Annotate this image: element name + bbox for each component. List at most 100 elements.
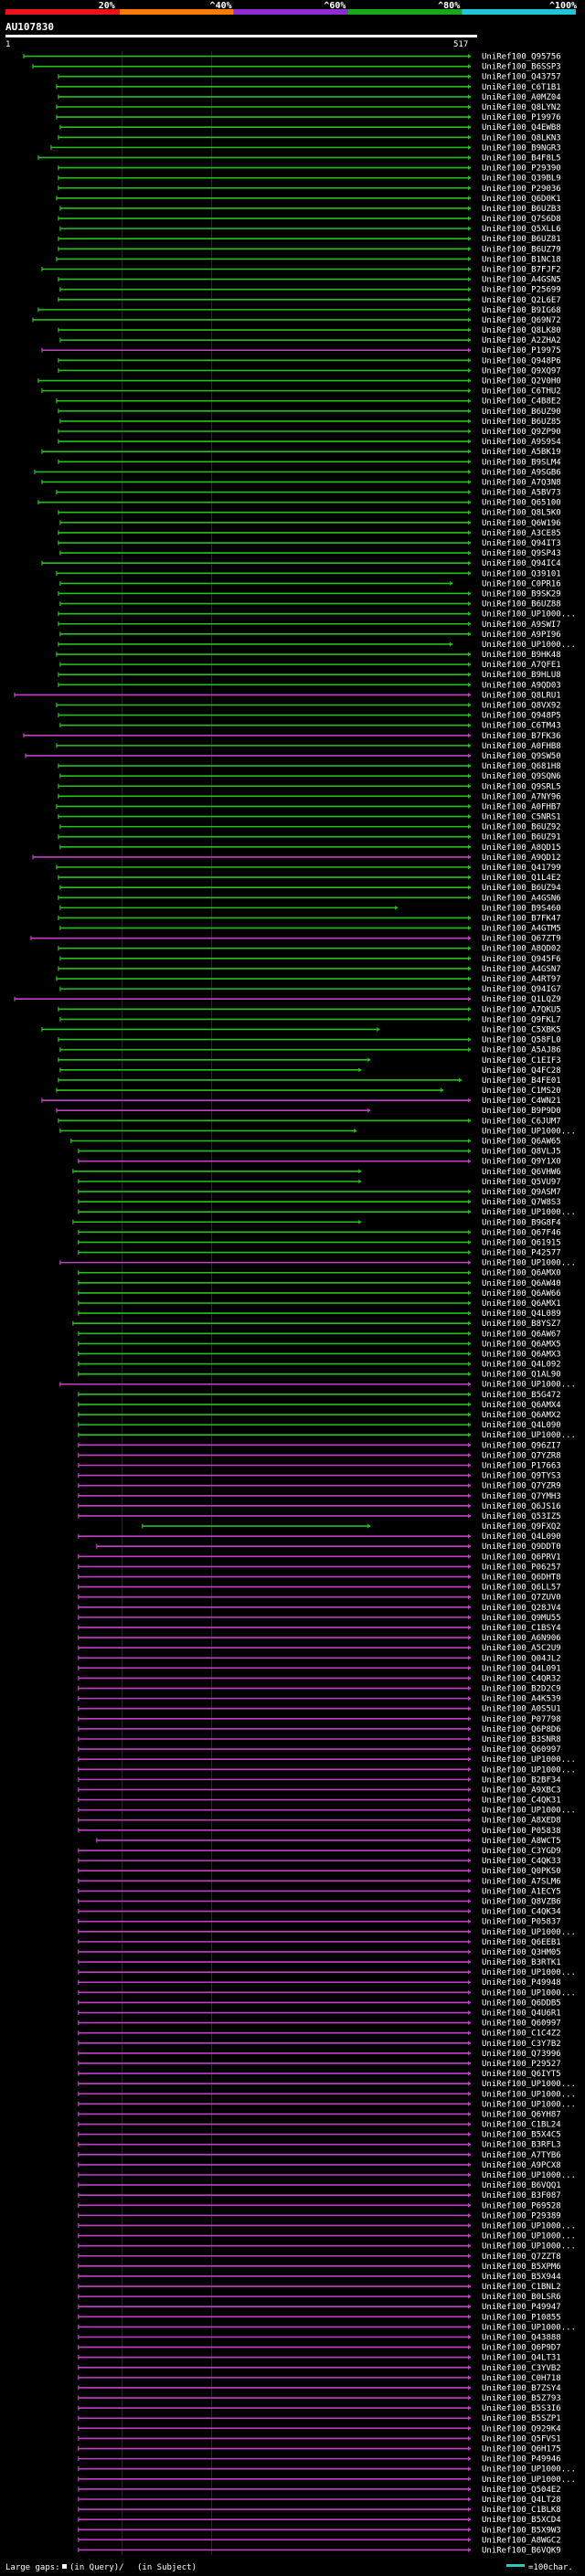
hit-row[interactable]: UniRef100_P06257 xyxy=(78,1563,561,1572)
hit-label[interactable]: UniRef100_P49948 xyxy=(482,1978,561,1988)
hit-row[interactable]: UniRef100_Q8LRU1 xyxy=(14,691,561,700)
hit-label[interactable]: UniRef100_UP1000... xyxy=(482,2090,576,2099)
hit-row[interactable]: UniRef100_Q3HM05 xyxy=(78,1948,561,1957)
hit-label[interactable]: UniRef100_Q6PRV1 xyxy=(482,1553,561,1562)
hit-label[interactable]: UniRef100_Q94IT3 xyxy=(482,539,561,548)
hit-label[interactable]: UniRef100_C4WN21 xyxy=(482,1097,561,1106)
hit-row[interactable]: UniRef100_Q94IT3 xyxy=(58,539,561,548)
hit-label[interactable]: UniRef100_A5AJ86 xyxy=(482,1046,561,1055)
hit-label[interactable]: UniRef100_A7TYB6 xyxy=(482,2151,561,2160)
hit-row[interactable]: UniRef100_Q9FKL7 xyxy=(59,1015,561,1024)
hit-label[interactable]: UniRef100_B6UZ79 xyxy=(482,245,561,254)
hit-row[interactable]: UniRef100_Q7ZZT8 xyxy=(78,2253,561,2262)
hit-label[interactable]: UniRef100_P17663 xyxy=(482,1461,561,1470)
hit-row[interactable]: UniRef100_Q4L090 xyxy=(78,1532,561,1542)
hit-row[interactable]: UniRef100_Q9SP43 xyxy=(59,549,561,558)
hit-row[interactable]: UniRef100_A1ECY5 xyxy=(78,1887,561,1896)
hit-label[interactable]: UniRef100_B7FK47 xyxy=(482,914,561,923)
hit-row[interactable]: UniRef100_A4RT97 xyxy=(56,975,561,984)
hit-row[interactable]: UniRef100_B9SK29 xyxy=(58,589,561,599)
hit-label[interactable]: UniRef100_UP1000... xyxy=(482,1259,576,1268)
hit-row[interactable]: UniRef100_UP1000... xyxy=(78,2080,576,2089)
hit-label[interactable]: UniRef100_Q681H8 xyxy=(482,762,561,771)
hit-label[interactable]: UniRef100_UP1000... xyxy=(482,641,576,650)
hit-label[interactable]: UniRef100_P29527 xyxy=(482,2060,561,2069)
hit-label[interactable]: UniRef100_Q94IC4 xyxy=(482,559,561,568)
hit-row[interactable]: UniRef100_B6UZ85 xyxy=(59,418,561,427)
hit-label[interactable]: UniRef100_Q948P6 xyxy=(482,356,561,366)
hit-label[interactable]: UniRef100_Q6W196 xyxy=(482,519,561,528)
hit-label[interactable]: UniRef100_Q6AW65 xyxy=(482,1138,561,1147)
hit-row[interactable]: UniRef100_C1MS20 xyxy=(56,1087,561,1096)
hit-label[interactable]: UniRef100_A9PCX8 xyxy=(482,2161,561,2170)
hit-label[interactable]: UniRef100_B6UZ85 xyxy=(482,418,561,427)
hit-label[interactable]: UniRef100_Q9SQN6 xyxy=(482,772,561,781)
hit-label[interactable]: UniRef100_Q67ZT9 xyxy=(482,935,561,944)
hit-label[interactable]: UniRef100_Q9TYS3 xyxy=(482,1472,561,1481)
hit-row[interactable]: UniRef100_B7ZSY4 xyxy=(78,2384,561,2393)
hit-row[interactable]: UniRef100_A8QD02 xyxy=(58,945,561,954)
hit-label[interactable]: UniRef100_Q8VX92 xyxy=(482,702,561,711)
hit-label[interactable]: UniRef100_C5XBK5 xyxy=(482,1025,561,1034)
hit-label[interactable]: UniRef100_P05838 xyxy=(482,1827,561,1836)
hit-row[interactable]: UniRef100_A8QD15 xyxy=(59,843,561,853)
hit-label[interactable]: UniRef100_B6UZ94 xyxy=(482,884,561,893)
hit-row[interactable]: UniRef100_Q6AMX4 xyxy=(78,1401,561,1410)
hit-label[interactable]: UniRef100_Q945F6 xyxy=(482,955,561,964)
hit-label[interactable]: UniRef100_B9G8F4 xyxy=(482,1218,561,1227)
hit-row[interactable]: UniRef100_B6VQQ1 xyxy=(78,2181,561,2190)
hit-label[interactable]: UniRef100_B6UZ90 xyxy=(482,408,561,417)
hit-row[interactable]: UniRef100_UP1000... xyxy=(78,1765,576,1775)
hit-label[interactable]: UniRef100_C6JUM7 xyxy=(482,1117,561,1126)
hit-label[interactable]: UniRef100_Q4U6R1 xyxy=(482,2009,561,2019)
hit-row[interactable]: UniRef100_Q929K4 xyxy=(78,2424,561,2433)
hit-row[interactable]: UniRef100_Q9DDT0 xyxy=(96,1542,561,1552)
hit-label[interactable]: UniRef100_UP1000... xyxy=(482,610,576,620)
hit-row[interactable]: UniRef100_Q65100 xyxy=(37,499,561,508)
hit-row[interactable]: UniRef100_B9NGR3 xyxy=(50,143,561,153)
hit-label[interactable]: UniRef100_Q6JS16 xyxy=(482,1502,561,1511)
hit-label[interactable]: UniRef100_C4QK34 xyxy=(482,1908,561,1917)
hit-label[interactable]: UniRef100_Q5VU97 xyxy=(482,1178,561,1187)
hit-label[interactable]: UniRef100_UP1000... xyxy=(482,2080,576,2089)
hit-row[interactable]: UniRef100_Q948P5 xyxy=(58,712,561,721)
hit-row[interactable]: UniRef100_Q61915 xyxy=(78,1238,561,1247)
hit-label[interactable]: UniRef100_B2D2C9 xyxy=(482,1685,561,1694)
hit-row[interactable]: UniRef100_B0LSR6 xyxy=(78,2293,561,2302)
hit-row[interactable]: UniRef100_P05838 xyxy=(78,1827,561,1836)
hit-label[interactable]: UniRef100_A8QD02 xyxy=(482,945,561,954)
hit-label[interactable]: UniRef100_A0FHB8 xyxy=(482,742,561,751)
hit-label[interactable]: UniRef100_Q4L091 xyxy=(482,1664,561,1673)
hit-label[interactable]: UniRef100_A4GSN6 xyxy=(482,894,561,903)
hit-row[interactable]: UniRef100_Q6AW40 xyxy=(78,1279,561,1288)
hit-label[interactable]: UniRef100_Q7YMH3 xyxy=(482,1492,561,1501)
hit-label[interactable]: UniRef100_Q58FL0 xyxy=(482,1036,561,1045)
hit-label[interactable]: UniRef100_Q6AW67 xyxy=(482,1330,561,1339)
hit-row[interactable]: UniRef100_Q6JS16 xyxy=(78,1502,561,1511)
hit-label[interactable]: UniRef100_UP1000... xyxy=(482,2465,576,2475)
hit-label[interactable]: UniRef100_A4RT97 xyxy=(482,975,561,984)
hit-label[interactable]: UniRef100_UP1000... xyxy=(482,2221,576,2231)
hit-row[interactable]: UniRef100_C1EIF3 xyxy=(58,1056,561,1065)
hit-row[interactable]: UniRef100_Q6P8D6 xyxy=(78,1725,561,1734)
hit-row[interactable]: UniRef100_Q4LT28 xyxy=(78,2496,561,2505)
hit-row[interactable]: UniRef100_B2D2C9 xyxy=(78,1685,561,1694)
hit-row[interactable]: UniRef100_Q6D0K1 xyxy=(56,195,561,204)
hit-label[interactable]: UniRef100_UP1000... xyxy=(482,2171,576,2180)
hit-label[interactable]: UniRef100_C1C4Z2 xyxy=(482,2030,561,2039)
hit-label[interactable]: UniRef100_C0PR16 xyxy=(482,579,561,588)
hit-row[interactable]: UniRef100_Q8VLJ5 xyxy=(78,1148,561,1157)
hit-label[interactable]: UniRef100_B9SLM4 xyxy=(482,458,561,467)
hit-row[interactable]: UniRef100_Q95756 xyxy=(23,53,561,62)
hit-label[interactable]: UniRef100_C4B8E2 xyxy=(482,398,561,407)
hit-label[interactable]: UniRef100_C1MS20 xyxy=(482,1087,561,1096)
hit-row[interactable]: UniRef100_A9QD12 xyxy=(32,853,561,863)
hit-row[interactable]: UniRef100_Q6DHT8 xyxy=(78,1574,561,1583)
hit-row[interactable]: UniRef100_B9IG68 xyxy=(37,306,561,315)
hit-label[interactable]: UniRef100_UP1000... xyxy=(482,1988,576,1998)
hit-row[interactable]: UniRef100_A9SGB6 xyxy=(34,468,561,477)
hit-label[interactable]: UniRef100_A0FHB7 xyxy=(482,802,561,811)
hit-label[interactable]: UniRef100_Q6AMX0 xyxy=(482,1269,561,1278)
hit-label[interactable]: UniRef100_Q95756 xyxy=(482,53,561,62)
hit-row[interactable]: UniRef100_A0S5U1 xyxy=(78,1705,561,1714)
